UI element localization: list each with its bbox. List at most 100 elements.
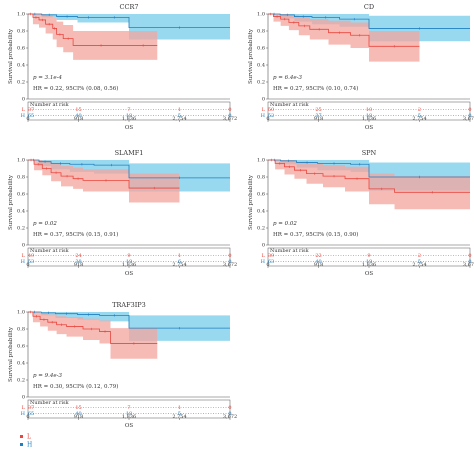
x-axis-title: OS xyxy=(125,125,134,131)
x-axis-title: OS xyxy=(125,271,134,277)
x-tick-label: 1,836 xyxy=(362,262,376,268)
risk-count: 5 xyxy=(178,113,181,119)
risk-count: 9 xyxy=(127,253,130,259)
x-tick-label: 918 xyxy=(314,116,324,122)
y-tick-label: 0.6 xyxy=(257,192,265,198)
p-value-text: p = 0.02 xyxy=(33,221,57,227)
risk-count: 5 xyxy=(418,259,421,265)
risk-row-label: H xyxy=(21,113,26,119)
ci-band-l xyxy=(28,312,158,359)
risk-count: 10 xyxy=(366,107,372,113)
risk-count: 37 xyxy=(28,405,34,411)
risk-row-label: L xyxy=(22,405,26,411)
x-axis-title: OS xyxy=(365,271,374,277)
x-tick-label: 918 xyxy=(74,414,84,420)
legend-label-low: L xyxy=(27,434,31,441)
y-tick-label: 0.8 xyxy=(17,175,25,181)
risk-row-label: H xyxy=(261,113,266,119)
y-tick-label: 0.6 xyxy=(257,46,265,52)
risk-count: 52 xyxy=(268,113,274,119)
hazard-ratio-text: HR = 0.22, 95CI% (0.08, 0.56) xyxy=(33,85,118,92)
x-tick-label: 0 xyxy=(266,262,269,268)
x-tick-label: 0 xyxy=(26,414,29,420)
risk-count: 19 xyxy=(126,259,132,265)
y-tick-label: 0.6 xyxy=(17,192,25,198)
survival-curve-h xyxy=(28,13,230,28)
y-tick-label: 1.0 xyxy=(257,158,265,164)
survival-curve-h xyxy=(268,159,470,178)
x-axis-title: OS xyxy=(365,125,374,131)
y-tick-label: 0 xyxy=(262,97,265,103)
x-tick-label: 0 xyxy=(26,116,29,122)
risk-count: 37 xyxy=(315,113,321,119)
risk-count: 0 xyxy=(228,405,231,411)
x-tick-label: 3,672 xyxy=(223,414,237,420)
hazard-ratio-text: HR = 0.37, 95CI% (0.15, 0.90) xyxy=(273,231,358,238)
x-tick-label: 1,836 xyxy=(122,414,136,420)
y-axis-title: Survival probability xyxy=(8,174,14,230)
y-tick-label: 0.6 xyxy=(17,46,25,52)
hazard-ratio-text: HR = 0.37, 95CI% (0.15, 0.91) xyxy=(33,231,118,238)
x-tick-label: 2,754 xyxy=(172,262,186,268)
survival-curve-h xyxy=(268,13,470,29)
y-tick-label: 0 xyxy=(262,243,265,249)
y-axis-title: Survival probability xyxy=(248,174,254,230)
risk-count: 40 xyxy=(75,113,81,119)
risk-row-label: L xyxy=(22,253,26,259)
y-axis-title: Survival probability xyxy=(8,28,14,84)
x-tick-label: 2,754 xyxy=(172,116,186,122)
chart-title: CD xyxy=(364,3,374,11)
x-tick-label: 2,754 xyxy=(412,262,426,268)
risk-count: 40 xyxy=(75,411,81,417)
risk-table-label: Number at risk xyxy=(30,248,70,254)
chart-title: TRAF3IP3 xyxy=(112,301,146,309)
risk-row-label: H xyxy=(21,259,26,265)
risk-count: 38 xyxy=(75,259,81,265)
risk-count: 6 xyxy=(178,259,181,265)
legend-swatch-low xyxy=(20,435,23,438)
x-tick-label: 3,672 xyxy=(223,116,237,122)
survival-curve-h xyxy=(28,159,230,179)
x-axis-title: OS xyxy=(125,423,134,429)
risk-count: 18 xyxy=(126,411,132,417)
risk-count: 0 xyxy=(228,253,231,259)
risk-count: 2 xyxy=(418,253,421,259)
risk-count: 0 xyxy=(468,113,471,119)
y-tick-label: 0.4 xyxy=(257,209,265,215)
y-tick-label: 0 xyxy=(22,395,25,401)
y-tick-label: 0.4 xyxy=(17,63,25,69)
ci-band-l xyxy=(28,14,158,60)
risk-count: 0 xyxy=(228,107,231,113)
risk-row-label: H xyxy=(261,259,266,265)
risk-table-label: Number at risk xyxy=(270,248,310,254)
y-tick-label: 0 xyxy=(22,243,25,249)
y-tick-label: 0.4 xyxy=(17,361,25,367)
x-tick-label: 1,836 xyxy=(362,116,376,122)
risk-count: 9 xyxy=(367,253,370,259)
p-value-text: p = 3.1e-4 xyxy=(33,75,62,81)
p-value-text: p = 9.4e-3 xyxy=(33,373,62,379)
risk-count: 0 xyxy=(468,253,471,259)
risk-count: 24 xyxy=(75,253,81,259)
km-panel-4: TRAF3IP3 Survival probability 0 0.2 0.4 0.6 0.… xyxy=(8,301,237,429)
x-tick-label: 3,672 xyxy=(463,116,474,122)
risk-count: 37 xyxy=(28,107,34,113)
risk-row-label: L xyxy=(262,253,266,259)
risk-count: 7 xyxy=(127,107,130,113)
y-tick-label: 0.8 xyxy=(17,29,25,35)
y-tick-label: 0.2 xyxy=(257,226,265,232)
x-tick-label: 2,754 xyxy=(412,116,426,122)
y-tick-label: 0.6 xyxy=(17,344,25,350)
risk-count: 19 xyxy=(366,259,372,265)
risk-count: 0 xyxy=(228,411,231,417)
risk-count: 39 xyxy=(268,253,274,259)
risk-count: 53 xyxy=(28,259,34,265)
km-panel-2: SLAMF1 Survival probability 0 0.2 0.4 0.6 0.8 1… xyxy=(8,149,237,277)
risk-count: 18 xyxy=(366,113,372,119)
ci-band-l xyxy=(28,160,180,203)
chart-title: SLAMF1 xyxy=(115,149,144,157)
risk-count: 0 xyxy=(228,259,231,265)
p-value-text: p = 6.4e-3 xyxy=(273,75,302,81)
risk-count: 50 xyxy=(268,107,274,113)
